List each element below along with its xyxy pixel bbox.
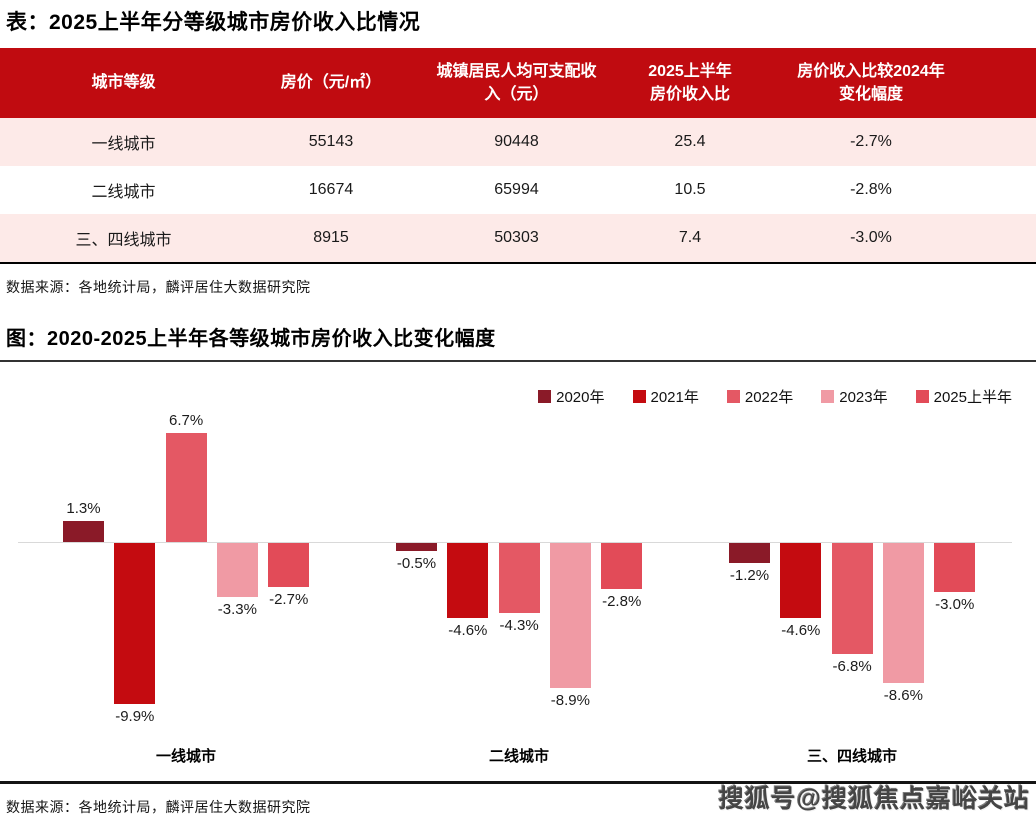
table-row: 二线城市 16674 65994 10.5 -2.8% [0,166,1036,214]
bar [165,432,207,542]
bar [882,543,924,684]
bar-value-label: -3.3% [217,600,257,618]
table-cell: 8915 [313,229,349,246]
legend-swatch-icon [821,390,835,403]
bar-value-label: -8.6% [883,687,923,705]
bar-value-label: -4.3% [499,617,539,635]
table-cell: -2.7% [850,133,892,150]
table-row: 一线城市 55143 90448 25.4 -2.7% [0,118,1036,166]
table-cell: 16674 [308,181,354,198]
col-change-vs-2024: 房价收入比较2024年 变化幅度 [776,48,1036,118]
col-ratio-2025h1: 2025上半年 房价收入比 [604,48,776,118]
legend-item: 2023年 [821,386,888,407]
bar-value-label: -2.7% [269,591,309,608]
table-cell: 25.4 [674,133,706,150]
legend-item: 2020年 [538,386,605,407]
table-cell: 55143 [308,133,354,150]
bar-value-label: 1.3% [66,499,101,517]
chart-data-source: 数据来源：各地统计局，麟评居住大数据研究院 [6,799,311,815]
col-house-price: 房价（元/㎡） [233,48,429,118]
chart-legend: 2020年 2021年 2022年 2023年 2025上半年 [538,386,1012,407]
legend-label: 2020年 [556,389,605,406]
category-label: 二线城市 [488,748,549,765]
bar [216,543,258,597]
bar [601,543,643,589]
chart-area: 2020年 2021年 2022年 2023年 2025上半年 1.3% -0.5% -1.… [0,360,1036,784]
chart-title: 图：2020-2025上半年各等级城市房价收入比变化幅度 [6,328,496,350]
table-cell: 50303 [494,229,539,246]
bar-value-label: -8.9% [550,692,590,710]
table-cell: 10.5 [674,181,706,198]
bar-value-label: -9.9% [115,708,155,726]
legend-swatch-icon [538,390,552,403]
bar-value-label: -0.5% [396,555,437,573]
bar-value-label: -4.6% [448,621,488,639]
bar [114,543,156,705]
legend-label: 2023年 [839,389,888,406]
legend-label: 2022年 [744,389,794,406]
bar [729,543,770,563]
bar [268,543,310,587]
legend-swatch-icon [632,390,646,403]
table-cell: 一线城市 [91,136,156,153]
table-header-row: 城市等级 房价（元/㎡） 城镇居民人均可支配收 入（元） 2025上半年 房价收… [0,48,1036,118]
price-income-table: 城市等级 房价（元/㎡） 城镇居民人均可支配收 入（元） 2025上半年 房价收… [0,48,1036,264]
table-cell: 二线城市 [91,184,156,201]
col-income: 城镇居民人均可支配收 入（元） [429,48,604,118]
bar [498,543,540,614]
table-cell: 7.4 [678,229,702,246]
table-cell: -3.0% [850,229,892,246]
bar-value-label: -1.2% [729,566,770,584]
table-header: 城市等级 房价（元/㎡） 城镇居民人均可支配收 入（元） 2025上半年 房价收… [0,48,1036,118]
zero-axis-line [18,542,1012,543]
bar-value-label: 6.7% [168,411,204,429]
bar-value-label: -3.0% [935,595,975,613]
table-data-source: 数据来源：各地统计局，麟评居住大数据研究院 [6,279,311,295]
bar [63,520,104,542]
table-cell: 65994 [494,181,539,198]
bar-value-label: -2.8% [602,592,642,610]
bar-value-label: -4.6% [781,621,821,639]
table-cell: 90448 [494,133,539,150]
table-body: 一线城市 55143 90448 25.4 -2.7% 二线城市 16674 65994 10.… [0,118,1036,263]
bar [549,543,591,689]
legend-swatch-icon [915,390,929,403]
legend-item: 2022年 [726,386,794,407]
bar-value-label: -6.8% [832,657,872,675]
table-cell: -2.8% [850,181,892,198]
bar [447,543,489,618]
legend-item: 2025上半年 [915,386,1012,407]
bar [396,543,437,552]
table-title: 表：2025上半年分等级城市房价收入比情况 [6,11,421,34]
watermark-sohu: 搜狐号@搜狐焦点嘉峪关站 [718,785,1030,813]
category-label: 三、四线城市 [806,748,897,765]
bar [831,543,873,654]
category-label: 一线城市 [155,748,216,765]
bar [780,543,822,618]
legend-swatch-icon [726,390,740,403]
legend-item: 2021年 [632,386,699,407]
table-cell: 三、四线城市 [75,232,172,249]
bar [934,543,976,592]
legend-label: 2025上半年 [933,389,1012,406]
table-row: 三、四线城市 8915 50303 7.4 -3.0% [0,214,1036,263]
legend-label: 2021年 [650,389,699,406]
col-city-tier: 城市等级 [0,48,233,118]
